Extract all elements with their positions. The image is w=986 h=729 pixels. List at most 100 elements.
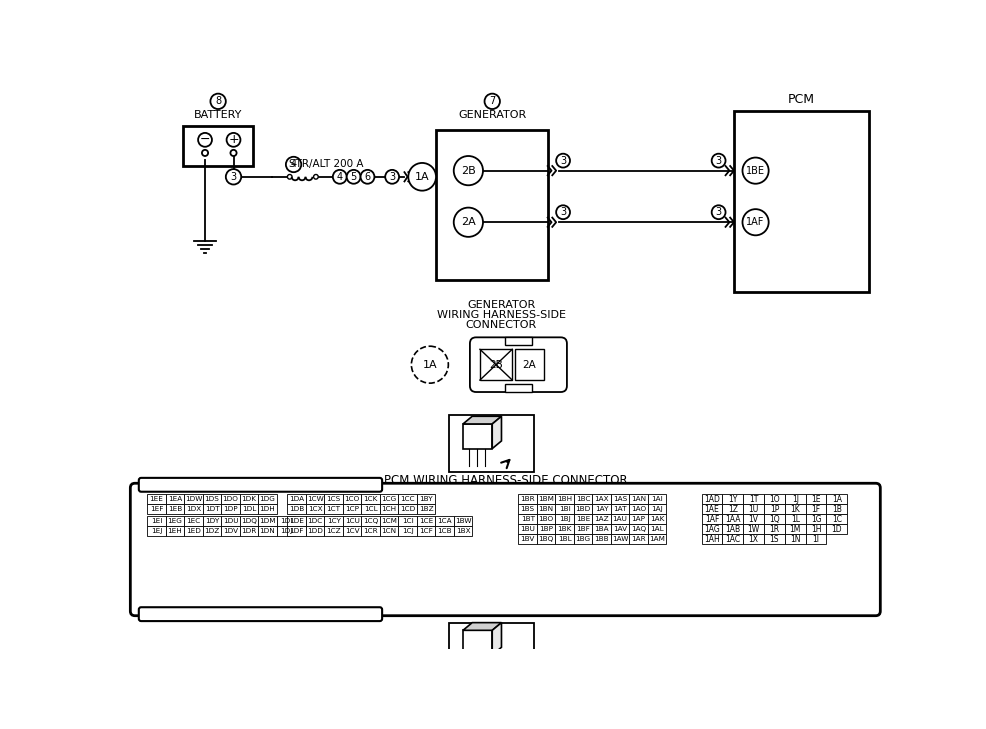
Bar bbox=[610, 504, 629, 514]
Bar bbox=[555, 524, 574, 534]
Bar bbox=[519, 514, 537, 524]
Bar bbox=[764, 524, 785, 534]
Bar bbox=[454, 526, 472, 537]
Bar bbox=[324, 494, 343, 504]
Bar bbox=[417, 526, 435, 537]
Bar bbox=[610, 524, 629, 534]
Circle shape bbox=[556, 154, 570, 168]
Text: 1BI: 1BI bbox=[559, 506, 571, 512]
Bar bbox=[221, 504, 240, 514]
Text: 1B: 1B bbox=[832, 504, 842, 513]
Bar bbox=[648, 504, 667, 514]
Text: 2A: 2A bbox=[523, 359, 536, 370]
Bar bbox=[480, 349, 513, 380]
Bar bbox=[380, 494, 398, 504]
Bar bbox=[398, 504, 417, 514]
Bar bbox=[343, 526, 361, 537]
Text: 1DG: 1DG bbox=[259, 496, 275, 502]
Text: 1AW: 1AW bbox=[612, 536, 628, 542]
Text: 1W: 1W bbox=[747, 525, 760, 534]
Text: 1X: 1X bbox=[748, 534, 758, 544]
Bar bbox=[593, 504, 610, 514]
Text: 8: 8 bbox=[215, 96, 221, 106]
Bar bbox=[435, 526, 454, 537]
Circle shape bbox=[408, 163, 436, 191]
Text: WIRING HARNESS-SIDE: WIRING HARNESS-SIDE bbox=[437, 310, 566, 319]
Text: 1CX: 1CX bbox=[308, 506, 322, 512]
Text: PCM: PCM bbox=[788, 93, 814, 106]
Text: 1C: 1C bbox=[832, 515, 842, 523]
Bar bbox=[380, 504, 398, 514]
Bar bbox=[537, 524, 555, 534]
Text: 1L: 1L bbox=[791, 515, 800, 523]
Text: 1BZ: 1BZ bbox=[419, 506, 433, 512]
Text: GENERATOR: GENERATOR bbox=[467, 300, 535, 310]
Text: 1AZ: 1AZ bbox=[595, 516, 609, 522]
Text: 1Y: 1Y bbox=[729, 494, 738, 504]
Text: 1CO: 1CO bbox=[344, 496, 360, 502]
Text: 5: 5 bbox=[350, 172, 357, 182]
Bar bbox=[380, 526, 398, 537]
Text: 1AG: 1AG bbox=[704, 525, 720, 534]
Bar bbox=[287, 526, 306, 537]
Text: 3: 3 bbox=[716, 155, 722, 165]
Text: 1BH: 1BH bbox=[557, 496, 572, 502]
Text: 1DF: 1DF bbox=[290, 529, 304, 534]
Text: 1BS: 1BS bbox=[521, 506, 534, 512]
Circle shape bbox=[314, 174, 318, 179]
Text: 1CJ: 1CJ bbox=[401, 529, 413, 534]
Circle shape bbox=[411, 346, 449, 383]
Bar bbox=[629, 494, 648, 504]
Text: 1DA: 1DA bbox=[289, 496, 305, 502]
Bar bbox=[203, 526, 221, 537]
Text: PCM WIRING HARNESS-SIDE CONNECTOR: PCM WIRING HARNESS-SIDE CONNECTOR bbox=[384, 474, 627, 487]
Bar bbox=[203, 504, 221, 514]
Text: 1AQ: 1AQ bbox=[631, 526, 646, 532]
Text: 1CY: 1CY bbox=[326, 518, 340, 524]
Text: 1BN: 1BN bbox=[538, 506, 554, 512]
Text: GENERATOR: GENERATOR bbox=[458, 110, 527, 120]
Bar bbox=[398, 516, 417, 526]
Text: 1DU: 1DU bbox=[223, 518, 239, 524]
Bar bbox=[147, 494, 166, 504]
Polygon shape bbox=[492, 416, 502, 448]
Bar bbox=[449, 415, 533, 472]
Text: 1N: 1N bbox=[790, 534, 801, 544]
Bar bbox=[629, 514, 648, 524]
Bar bbox=[734, 111, 869, 292]
Text: 1DN: 1DN bbox=[259, 529, 275, 534]
Text: 1AP: 1AP bbox=[632, 516, 646, 522]
Text: 1CB: 1CB bbox=[437, 529, 452, 534]
Text: 1BO: 1BO bbox=[538, 516, 554, 522]
Bar bbox=[629, 524, 648, 534]
Text: 1CF: 1CF bbox=[419, 529, 433, 534]
Bar bbox=[743, 514, 764, 524]
Bar bbox=[555, 514, 574, 524]
Bar bbox=[593, 514, 610, 524]
Bar bbox=[785, 524, 806, 534]
Text: 1AA: 1AA bbox=[725, 515, 740, 523]
Polygon shape bbox=[463, 416, 502, 424]
Bar bbox=[723, 504, 743, 514]
Polygon shape bbox=[492, 623, 502, 655]
Bar bbox=[519, 504, 537, 514]
Bar bbox=[417, 516, 435, 526]
Text: 1AR: 1AR bbox=[631, 536, 646, 542]
Bar bbox=[306, 526, 324, 537]
Text: 1DJ: 1DJ bbox=[280, 529, 292, 534]
Text: 1J: 1J bbox=[792, 494, 799, 504]
Text: 1CS: 1CS bbox=[326, 496, 341, 502]
Text: 2B: 2B bbox=[489, 359, 503, 370]
Bar bbox=[826, 524, 847, 534]
Bar bbox=[537, 534, 555, 544]
Text: 1BG: 1BG bbox=[576, 536, 591, 542]
Bar bbox=[702, 514, 723, 524]
Text: 4: 4 bbox=[336, 172, 343, 182]
Bar bbox=[449, 623, 533, 677]
Bar bbox=[648, 494, 667, 504]
Bar bbox=[258, 526, 277, 537]
Bar bbox=[505, 384, 532, 392]
Bar bbox=[723, 514, 743, 524]
Bar bbox=[306, 516, 324, 526]
Text: 1AY: 1AY bbox=[595, 506, 608, 512]
